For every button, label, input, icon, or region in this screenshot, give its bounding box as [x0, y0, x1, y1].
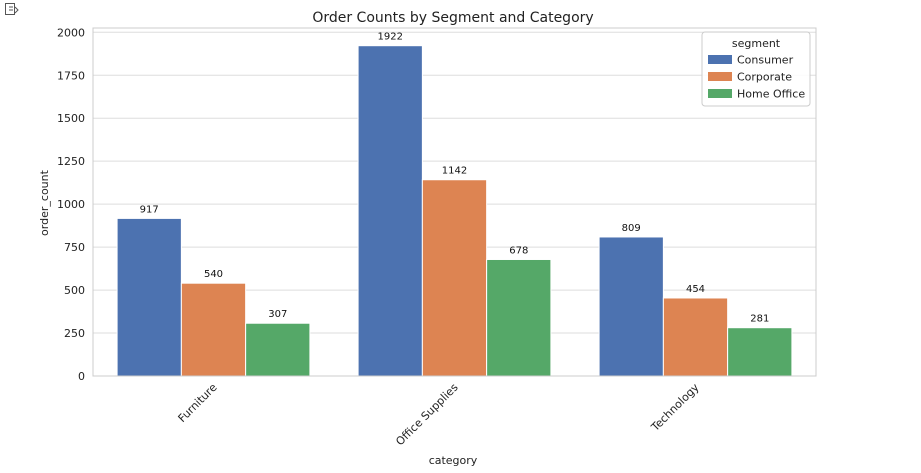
legend-swatch	[708, 89, 732, 98]
legend-swatch	[708, 72, 732, 81]
plot-frame	[92, 27, 817, 377]
bar-value-label: 917	[140, 204, 159, 215]
collapse-output-icon[interactable]	[4, 2, 20, 16]
bar-value-label: 809	[622, 223, 641, 234]
legend: segment Consumer Corporate Home Office	[701, 31, 811, 107]
bar-value-label: 678	[509, 245, 528, 256]
bar-value-label: 1142	[442, 166, 467, 177]
y-tick-label: 1250	[57, 155, 85, 168]
bar	[116, 217, 182, 377]
x-axis-ticks: Furniture Office Supplies Technology	[176, 381, 702, 449]
y-axis-ticks: 0 250 500 750 1000 1250 1500 1750 2000	[57, 26, 85, 383]
bar	[421, 179, 488, 377]
x-tick-label: Technology	[648, 381, 702, 435]
legend-label: Home Office	[737, 88, 805, 101]
y-tick-label: 1500	[57, 112, 85, 125]
legend-box	[701, 31, 811, 107]
y-axis-label: order_count	[38, 169, 51, 236]
bar-value-label: 454	[686, 284, 705, 295]
bar	[486, 258, 552, 377]
chart-title: Order Counts by Segment and Category	[312, 10, 593, 26]
y-tick-label: 2000	[57, 26, 85, 39]
x-tick-label: Office Supplies	[393, 381, 460, 448]
legend-label: Corporate	[737, 71, 792, 84]
bars: 917 540 307 1922 1142 678 809 454 281	[116, 32, 793, 377]
legend-swatch	[708, 55, 732, 64]
bar-value-label: 307	[268, 309, 287, 320]
legend-label: Consumer	[737, 54, 794, 67]
bar	[245, 322, 311, 377]
bar	[727, 327, 793, 377]
y-tick-label: 500	[64, 284, 85, 297]
y-tick-label: 750	[64, 241, 85, 254]
y-tick-label: 1000	[57, 198, 85, 211]
bar	[357, 45, 423, 377]
bar-value-label: 540	[204, 269, 223, 280]
bar-value-label: 1922	[378, 32, 403, 43]
x-tick-label: Furniture	[176, 381, 220, 425]
bar	[180, 282, 247, 377]
legend-title: segment	[732, 37, 781, 50]
bar	[598, 236, 664, 377]
y-tick-label: 250	[64, 327, 85, 340]
bar-value-label: 281	[750, 314, 769, 325]
y-tick-label: 0	[78, 370, 85, 383]
bar	[662, 297, 729, 377]
x-axis-label: category	[429, 454, 478, 467]
y-tick-label: 1750	[57, 69, 85, 82]
